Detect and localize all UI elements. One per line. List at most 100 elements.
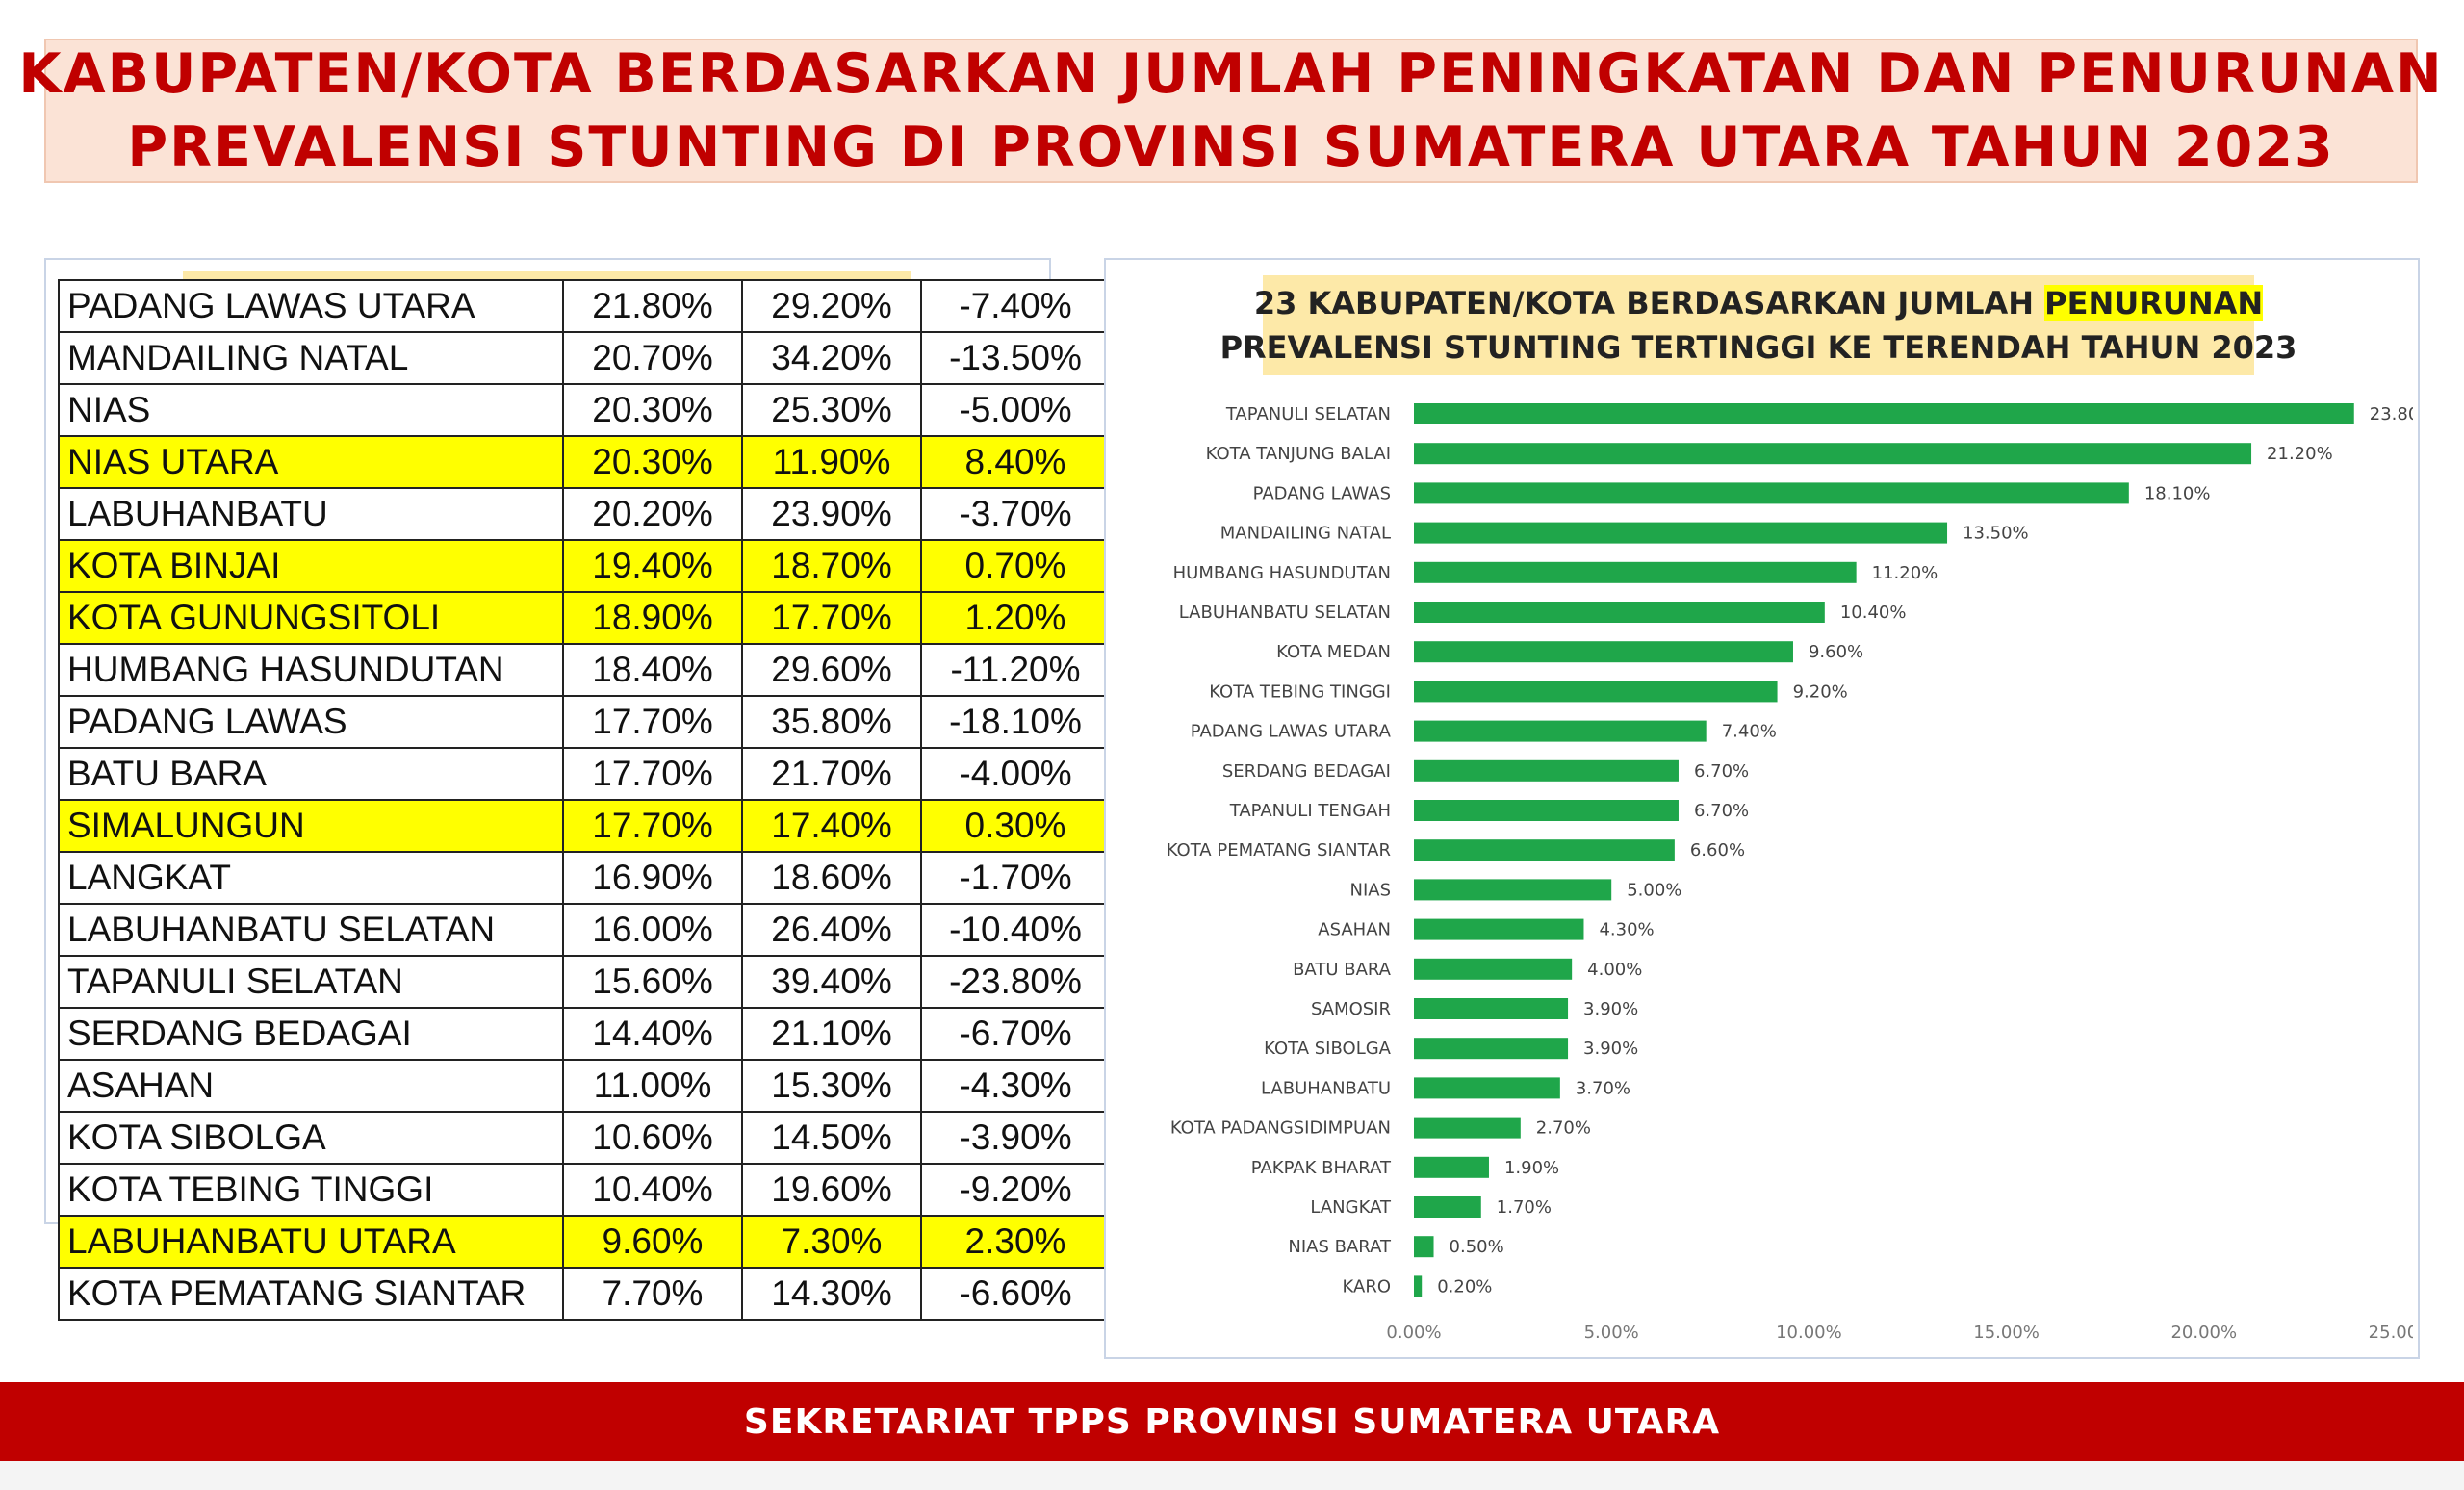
- change-cell: 1.20%: [920, 591, 1111, 645]
- footer-shadow: [0, 1461, 2464, 1490]
- category-label: PADANG LAWAS UTARA: [1191, 722, 1392, 742]
- prevalence-2022-cell: 26.40%: [741, 903, 922, 957]
- prevalence-2022-cell: 35.80%: [741, 695, 922, 749]
- chart-title-line-1-text: 23 KABUPATEN/KOTA BERDASARKAN JUMLAH: [1253, 285, 2045, 321]
- bar-value-label: 2.70%: [1536, 1118, 1591, 1139]
- prevalence-2022-cell: 17.40%: [741, 799, 922, 853]
- table-row: HUMBANG HASUNDUTAN 18.40% 29.60% -11.20%: [58, 643, 1111, 697]
- bar-value-label: 1.70%: [1497, 1197, 1552, 1218]
- bar-value-label: 6.60%: [1690, 840, 1745, 861]
- bar-value-label: 1.90%: [1504, 1158, 1559, 1178]
- prevalence-2022-cell: 29.20%: [741, 279, 922, 333]
- bar: [1414, 998, 1569, 1019]
- x-tick-label: 10.00%: [1776, 1323, 1842, 1343]
- table-row: LABUHANBATU SELATAN 16.00% 26.40% -10.40%: [58, 903, 1111, 957]
- category-label: SAMOSIR: [1311, 999, 1391, 1019]
- prevalence-2023-cell: 18.90%: [562, 591, 743, 645]
- prevalence-2023-cell: 9.60%: [562, 1215, 743, 1269]
- region-name-cell: KOTA SIBOLGA: [58, 1111, 564, 1165]
- change-cell: 8.40%: [920, 435, 1111, 489]
- chart-title-line-1: 23 KABUPATEN/KOTA BERDASARKAN JUMLAH PEN…: [1253, 281, 2264, 325]
- prevalence-2022-cell: 18.70%: [741, 539, 922, 593]
- change-cell: -5.00%: [920, 383, 1111, 437]
- prevalence-2023-cell: 16.00%: [562, 903, 743, 957]
- bar-value-label: 6.70%: [1694, 801, 1749, 821]
- bar-value-label: 7.40%: [1722, 722, 1777, 742]
- footer-bar: SEKRETARIAT TPPS PROVINSI SUMATERA UTARA: [0, 1382, 2464, 1461]
- table-row: ASAHAN 11.00% 15.30% -4.30%: [58, 1059, 1111, 1113]
- region-name-cell: KOTA BINJAI: [58, 539, 564, 593]
- prevalence-2022-cell: 18.60%: [741, 851, 922, 905]
- prevalence-2023-cell: 7.70%: [562, 1267, 743, 1321]
- bar: [1414, 403, 2354, 424]
- table-header-accent: [183, 271, 911, 279]
- region-name-cell: LANGKAT: [58, 851, 564, 905]
- region-name-cell: SERDANG BEDAGAI: [58, 1007, 564, 1061]
- bar-value-label: 23.80%: [2370, 404, 2413, 424]
- prevalence-2023-cell: 11.00%: [562, 1059, 743, 1113]
- x-tick-label: 20.00%: [2170, 1323, 2237, 1343]
- prevalence-2023-cell: 10.40%: [562, 1163, 743, 1217]
- bar: [1414, 602, 1825, 623]
- bar: [1414, 482, 2129, 504]
- prevalence-2022-cell: 19.60%: [741, 1163, 922, 1217]
- bar: [1414, 641, 1793, 663]
- bar-value-label: 9.60%: [1809, 642, 1863, 662]
- change-cell: -10.40%: [920, 903, 1111, 957]
- table-row: SERDANG BEDAGAI 14.40% 21.10% -6.70%: [58, 1007, 1111, 1061]
- category-label: LABUHANBATU: [1261, 1078, 1391, 1098]
- region-name-cell: KOTA GUNUNGSITOLI: [58, 591, 564, 645]
- category-label: KOTA PEMATANG SIANTAR: [1167, 840, 1391, 861]
- bar: [1414, 1038, 1569, 1060]
- prevalence-2022-cell: 29.60%: [741, 643, 922, 697]
- category-label: KOTA TANJUNG BALAI: [1206, 444, 1391, 464]
- prevalence-2022-cell: 11.90%: [741, 435, 922, 489]
- change-cell: 0.70%: [920, 539, 1111, 593]
- table-scroll-area[interactable]: PADANG LAWAS UTARA 21.80% 29.20% -7.40% MAND…: [58, 279, 1113, 1351]
- category-label: TAPANULI TENGAH: [1229, 801, 1391, 821]
- decline-bar-chart: TAPANULI SELATAN 23.80% KOTA TANJUNG BALAI…: [1167, 403, 2413, 1343]
- change-cell: -23.80%: [920, 955, 1111, 1009]
- table-row: KOTA BINJAI 19.40% 18.70% 0.70%: [58, 539, 1111, 593]
- bar: [1414, 522, 1948, 544]
- bar-value-label: 0.20%: [1437, 1276, 1492, 1297]
- chart-title-highlight: PENURUNAN: [2044, 285, 2264, 321]
- bar: [1414, 681, 1778, 703]
- region-name-cell: TAPANULI SELATAN: [58, 955, 564, 1009]
- region-name-cell: PADANG LAWAS: [58, 695, 564, 749]
- bar-value-label: 3.70%: [1576, 1078, 1630, 1098]
- prevalence-2022-cell: 14.50%: [741, 1111, 922, 1165]
- bar: [1414, 759, 1679, 782]
- x-tick-label: 5.00%: [1584, 1323, 1639, 1343]
- x-tick-label: 15.00%: [1973, 1323, 2040, 1343]
- change-cell: -6.60%: [920, 1267, 1111, 1321]
- chart-panel: [1104, 258, 2420, 1359]
- region-name-cell: NIAS UTARA: [58, 435, 564, 489]
- prevalence-2023-cell: 19.40%: [562, 539, 743, 593]
- table-row: LABUHANBATU UTARA 9.60% 7.30% 2.30%: [58, 1215, 1111, 1269]
- prevalence-2022-cell: 17.70%: [741, 591, 922, 645]
- prevalence-2023-cell: 20.30%: [562, 435, 743, 489]
- prevalence-2023-cell: 17.70%: [562, 747, 743, 801]
- prevalence-2022-cell: 23.90%: [741, 487, 922, 541]
- change-cell: -4.30%: [920, 1059, 1111, 1113]
- bar: [1414, 918, 1584, 940]
- prevalence-2023-cell: 16.90%: [562, 851, 743, 905]
- table-row: KOTA SIBOLGA 10.60% 14.50% -3.90%: [58, 1111, 1111, 1165]
- region-name-cell: SIMALUNGUN: [58, 799, 564, 853]
- prevalence-2022-cell: 15.30%: [741, 1059, 922, 1113]
- region-name-cell: NIAS: [58, 383, 564, 437]
- prevalence-2023-cell: 20.20%: [562, 487, 743, 541]
- bar-value-label: 11.20%: [1872, 563, 1938, 583]
- region-name-cell: KOTA TEBING TINGGI: [58, 1163, 564, 1217]
- change-cell: -4.00%: [920, 747, 1111, 801]
- change-cell: 0.30%: [920, 799, 1111, 853]
- bar-value-label: 4.30%: [1599, 920, 1654, 940]
- bar: [1414, 839, 1675, 861]
- region-name-cell: LABUHANBATU UTARA: [58, 1215, 564, 1269]
- x-tick-label: 0.00%: [1386, 1323, 1441, 1343]
- region-name-cell: BATU BARA: [58, 747, 564, 801]
- region-name-cell: LABUHANBATU SELATAN: [58, 903, 564, 957]
- bar: [1414, 1236, 1434, 1258]
- region-name-cell: PADANG LAWAS UTARA: [58, 279, 564, 333]
